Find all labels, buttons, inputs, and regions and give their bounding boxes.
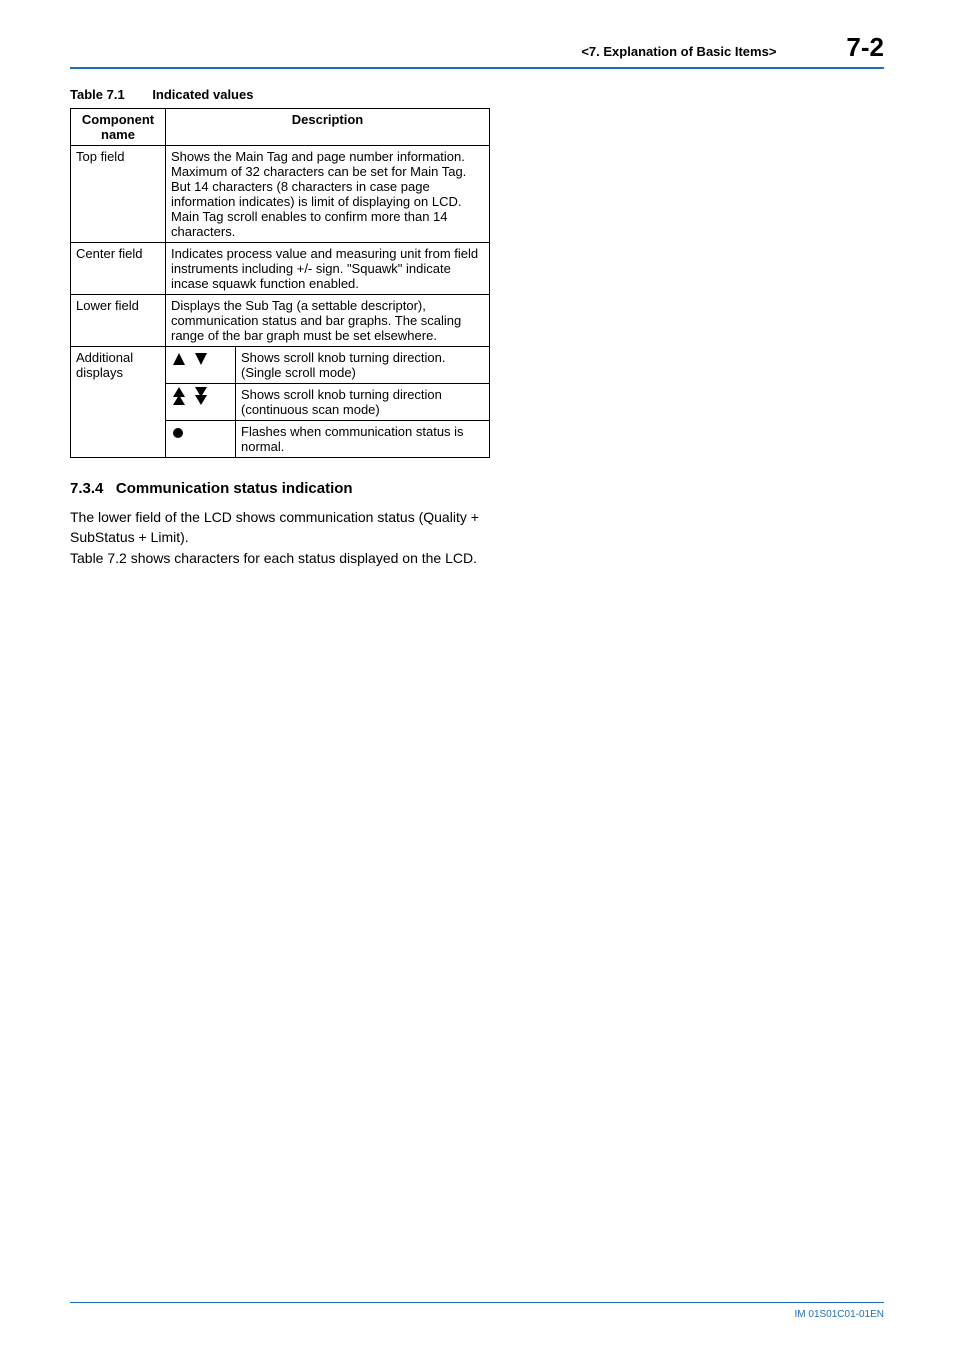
cell-desc: Shows scroll knob turning direction. (Si… [236,347,490,384]
table-caption: Table 7.1 Indicated values [70,87,490,102]
cell-desc: Displays the Sub Tag (a settable descrip… [166,295,490,347]
table-row: Lower field Displays the Sub Tag (a sett… [71,295,490,347]
cell-desc: Shows the Main Tag and page number infor… [166,146,490,243]
cell-name: Lower field [71,295,166,347]
table-title: Indicated values [152,87,253,102]
paragraph: The lower field of the LCD shows communi… [70,507,490,548]
cell-desc: Shows scroll knob turning direction (con… [236,384,490,421]
cell-name: Center field [71,243,166,295]
section-title: Communication status indication [116,480,353,497]
th-component: Component name [71,109,166,146]
section-number: 7.3.4 [70,480,103,497]
table-row: Center field Indicates process value and… [71,243,490,295]
table-row: Top field Shows the Main Tag and page nu… [71,146,490,243]
section-heading: 7.3.4 Communication status indication [70,480,490,497]
th-description: Description [166,109,490,146]
footer: IM 01S01C01-01EN [70,1302,884,1320]
page-number: 7-2 [846,32,884,63]
cell-desc: Flashes when communication status is nor… [236,421,490,458]
header-section-title: <7. Explanation of Basic Items> [581,44,776,59]
cell-desc: Indicates process value and measuring un… [166,243,490,295]
indicated-values-table: Component name Description Top field Sho… [70,108,490,458]
doc-id: IM 01S01C01-01EN [795,1309,885,1320]
cell-name: Top field [71,146,166,243]
comm-status-dot-icon [166,421,236,458]
paragraph: Table 7.2 shows characters for each stat… [70,548,490,568]
table-label: Table 7.1 [70,87,125,102]
continuous-scan-icon [166,384,236,421]
cell-name: Additional displays [71,347,166,458]
single-scroll-icon [166,347,236,384]
table-row: Additional displays Shows scroll knob tu… [71,347,490,384]
